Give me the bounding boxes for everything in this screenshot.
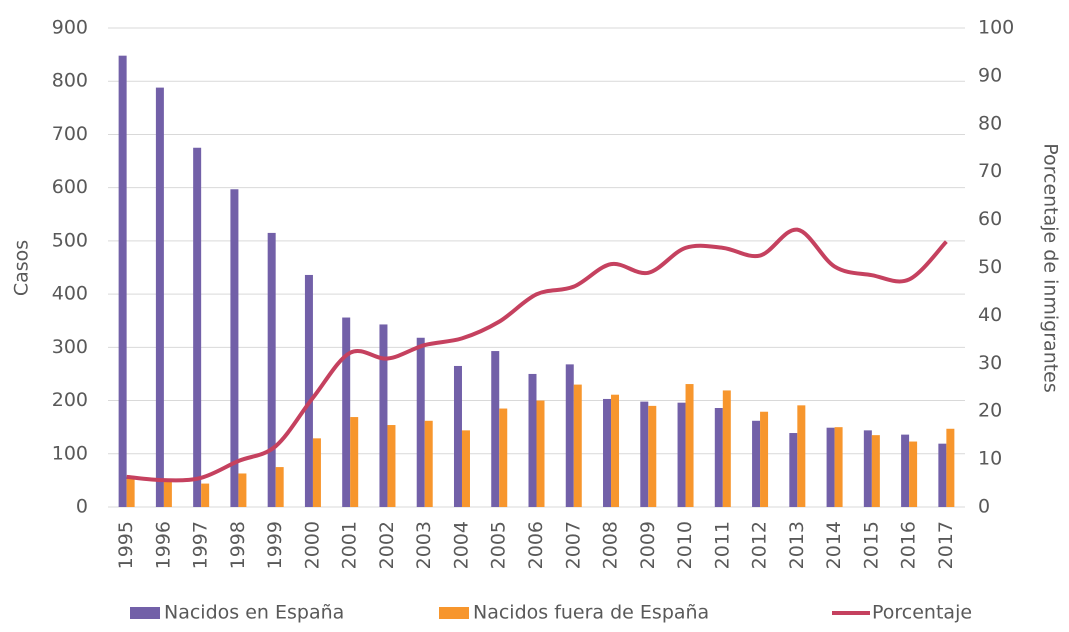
bar: [499, 408, 508, 507]
x-tick-label: 2016: [898, 521, 920, 569]
bar: [304, 274, 313, 507]
line: [126, 227, 948, 483]
bar: [453, 365, 462, 507]
y2-tick-label: 90: [978, 64, 1002, 86]
x-tick-label: 2017: [935, 521, 957, 569]
bar: [946, 428, 955, 507]
bar: [909, 441, 918, 507]
bar: [752, 420, 761, 507]
bar: [528, 373, 537, 507]
y-axis-title: Casos: [11, 240, 33, 296]
bar: [193, 147, 202, 507]
x-tick-label: 2010: [674, 521, 696, 569]
bar: [863, 430, 872, 507]
bar: [901, 434, 910, 507]
bar: [611, 394, 620, 507]
legend-label: Nacidos en España: [164, 602, 344, 624]
x-tick-label: 2011: [711, 521, 733, 569]
x-tick-label: 2005: [488, 521, 510, 569]
bar: [603, 398, 612, 507]
bar: [424, 420, 433, 507]
x-tick-label: 2003: [413, 521, 435, 569]
x-tick-label: 1999: [264, 521, 286, 569]
bar: [797, 405, 806, 507]
y-tick-label: 600: [52, 176, 88, 198]
bar: [565, 364, 574, 507]
bar: [640, 401, 649, 507]
y2-tick-label: 40: [978, 304, 1002, 326]
y-tick-label: 400: [52, 283, 88, 305]
bar: [760, 411, 769, 507]
bar: [342, 317, 351, 507]
legend-label: Porcentaje: [872, 602, 972, 624]
y2-tick-label: 80: [978, 112, 1002, 134]
y2-tick-label: 100: [978, 17, 1014, 39]
bar: [834, 427, 843, 507]
bar: [230, 189, 239, 507]
x-tick-label: 2002: [376, 521, 398, 569]
x-tick-label: 2014: [823, 521, 845, 569]
bar: [677, 402, 686, 507]
x-tick-label: 2009: [637, 521, 659, 569]
x-tick-label: 2007: [562, 521, 584, 569]
y-tick-label: 200: [52, 389, 88, 411]
x-tick-label: 1996: [152, 521, 174, 569]
y2-tick-label: 50: [978, 256, 1002, 278]
bar: [648, 405, 657, 507]
bar: [275, 467, 284, 507]
y2-tick-label: 60: [978, 208, 1002, 230]
bar: [714, 408, 723, 507]
y-tick-label: 500: [52, 229, 88, 251]
x-tick-label: 2008: [600, 521, 622, 569]
y-tick-label: 300: [52, 336, 88, 358]
bar: [416, 337, 425, 507]
bar: [573, 384, 582, 507]
bar: [267, 232, 276, 507]
legend-swatch: [130, 607, 160, 619]
bar: [155, 87, 164, 507]
y2-tick-label: 70: [978, 160, 1002, 182]
y2-tick-label: 10: [978, 448, 1002, 470]
y2-tick-label: 20: [978, 400, 1002, 422]
y-tick-label: 100: [52, 442, 88, 464]
bar: [826, 427, 835, 507]
bar: [685, 384, 694, 507]
y-tick-label: 800: [52, 70, 88, 92]
bar: [350, 417, 359, 507]
x-tick-label: 2013: [786, 521, 808, 569]
x-tick-label: 2012: [749, 521, 771, 569]
y-tick-label: 700: [52, 123, 88, 145]
bar: [491, 351, 500, 507]
bar: [536, 400, 545, 507]
bar: [126, 476, 135, 507]
x-tick-label: 2015: [860, 521, 882, 569]
y-tick-label: 900: [52, 17, 88, 39]
y-tick-label: 0: [76, 496, 88, 518]
y2-tick-label: 30: [978, 352, 1002, 374]
x-tick-label: 1995: [115, 521, 137, 569]
x-tick-label: 1997: [190, 521, 212, 569]
bar: [163, 481, 172, 507]
bar: [312, 438, 321, 507]
bar: [379, 324, 388, 507]
bar: [387, 425, 396, 507]
bar: [789, 433, 798, 507]
x-tick-label: 2000: [301, 521, 323, 569]
bar: [201, 483, 210, 507]
legend-swatch: [439, 607, 469, 619]
y2-axis-title: Porcentaje de inmigrantes: [1040, 143, 1062, 393]
bar: [461, 430, 470, 507]
x-tick-label: 2001: [339, 521, 361, 569]
bar: [238, 473, 247, 507]
bar: [118, 55, 127, 507]
legend-label: Nacidos fuera de España: [473, 602, 709, 624]
x-tick-label: 1998: [227, 521, 249, 569]
bar: [871, 435, 880, 507]
bar: [722, 390, 731, 507]
y2-tick-label: 0: [978, 496, 990, 518]
x-tick-label: 2006: [525, 521, 547, 569]
x-tick-label: 2004: [450, 521, 472, 569]
bar: [938, 443, 947, 507]
